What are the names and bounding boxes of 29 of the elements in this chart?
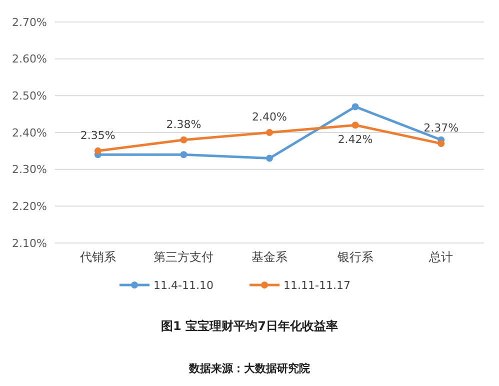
source-note: 数据来源：大数据研究院 [188, 362, 310, 375]
y-tick-label: 2.20% [12, 200, 47, 214]
data-label: 2.42% [338, 133, 373, 146]
data-label: 2.35% [80, 128, 116, 142]
data-label: 2.37% [424, 122, 459, 135]
x-tick-label: 银行系 [336, 250, 374, 264]
data-label: 2.38% [166, 118, 202, 131]
y-tick-label: 2.40% [12, 126, 47, 140]
point [438, 140, 445, 148]
point [352, 103, 359, 110]
point [180, 151, 188, 158]
x-tick-label: 基金系 [252, 250, 288, 264]
point [94, 147, 102, 154]
point [180, 136, 188, 144]
y-tick-label: 2.50% [12, 90, 47, 103]
data-label: 2.40% [252, 110, 287, 124]
y-tick-label: 2.60% [12, 52, 47, 66]
x-tick-label: 第三方支付 [154, 250, 214, 264]
y-tick-label: 2.70% [12, 16, 47, 29]
text: 图1 宝宝理财平均7日年化收益率 [161, 319, 338, 333]
y-tick-label: 2.30% [12, 163, 47, 176]
x-tick-label: 代销系 [78, 250, 116, 264]
legend-label: 11.4-11.10 [154, 278, 214, 292]
point [352, 122, 359, 129]
point [266, 154, 273, 162]
legend-label: 11.11-11.17 [284, 278, 350, 292]
point [266, 129, 273, 136]
y-tick-label: 2.10% [12, 236, 47, 250]
x-tick-label: 总计 [428, 250, 454, 264]
